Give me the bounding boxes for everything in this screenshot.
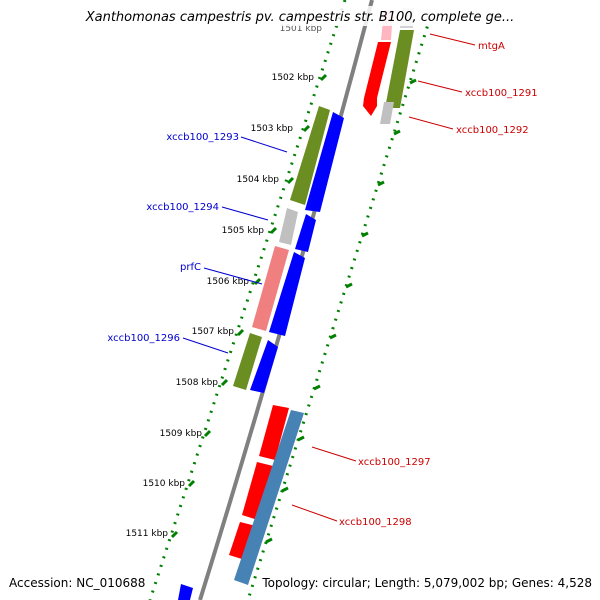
gene-bottom-fwd[interactable]: [178, 584, 193, 600]
gene-xccb100-1294[interactable]: [279, 208, 298, 245]
gene-label[interactable]: xccb100_1294: [146, 202, 219, 213]
gene-prfc[interactable]: [252, 246, 289, 331]
tick-label: 1507 kbp: [192, 327, 235, 337]
gene-label[interactable]: mtgA: [478, 41, 505, 52]
gene-xccb100-1297b[interactable]: [242, 462, 273, 520]
gene-prfc-fwd[interactable]: [269, 252, 305, 336]
gene-xccb100-1293[interactable]: [290, 106, 330, 205]
leader-xccb100-1297: [311, 446, 357, 462]
label-leaders: [182, 33, 476, 522]
tick-mark: [345, 282, 353, 289]
leader-xccb100-1294: [221, 206, 269, 221]
tick-mark: [319, 73, 328, 82]
gene-xccb100-1298a[interactable]: [229, 522, 256, 560]
gene-label[interactable]: prfC: [180, 262, 201, 273]
gene-label[interactable]: xccb100_1296: [107, 333, 180, 344]
gene-labels-left: xccb100_1293 xccb100_1294 prfC xccb100_1…: [107, 132, 239, 344]
tick-mark: [297, 435, 305, 442]
tick-labels: 1501 kbp 1502 kbp 1503 kbp 1504 kbp 1505…: [126, 24, 323, 539]
tick-mark: [361, 231, 369, 238]
gene-xccb100-1297[interactable]: [259, 405, 289, 460]
tick-mark: [302, 124, 311, 133]
tick-mark: [286, 176, 295, 185]
leader-xccb100-1292: [408, 116, 454, 130]
gene-label[interactable]: xccb100_1293: [166, 132, 239, 143]
footer-left-backdrop: [6, 573, 146, 591]
outer-tick-ring: [246, 17, 432, 600]
gene-xccb100-1298[interactable]: [234, 410, 304, 585]
tick-label: 1501 kbp: [280, 24, 323, 34]
leader-xccb100-1298: [291, 504, 338, 522]
inner-tick-ring: [148, 0, 347, 600]
tick-mark: [377, 180, 385, 187]
tick-mark: [393, 129, 401, 136]
tick-label: 1508 kbp: [176, 378, 219, 388]
accession-label: Accession: NC_010688: [9, 576, 145, 590]
tick-mark: [187, 479, 196, 488]
tick-mark: [220, 378, 229, 387]
tick-mark: [329, 333, 337, 340]
gene-xccb100-1296[interactable]: [233, 333, 262, 390]
leader-xccb100-1291: [417, 80, 463, 93]
tick-label: 1505 kbp: [222, 226, 265, 236]
gene-labels-right: mtgA xccb100_1291 xccb100_1292 xccb100_1…: [339, 41, 538, 528]
footer-right-backdrop: [258, 573, 596, 591]
tick-label: 1509 kbp: [160, 429, 203, 439]
tick-mark: [313, 384, 321, 391]
gene-xccb100-1296-fwd[interactable]: [250, 340, 278, 393]
tick-label: 1504 kbp: [237, 175, 280, 185]
tick-mark: [409, 78, 417, 85]
tick-mark: [269, 226, 278, 235]
gene-cog-green-top[interactable]: [385, 30, 414, 108]
gene-xccb100-1294-fwd[interactable]: [295, 214, 316, 252]
tick-label: 1502 kbp: [272, 73, 315, 83]
gene-track-right: [229, 8, 414, 585]
map-title: Xanthomonas campestris pv. campestris st…: [85, 10, 515, 25]
tick-label: 1506 kbp: [207, 277, 250, 287]
tick-mark: [253, 277, 262, 286]
gene-track-left: [178, 106, 344, 600]
tick-label: 1511 kbp: [126, 529, 169, 539]
gene-label[interactable]: xccb100_1298: [339, 517, 412, 528]
leader-mtga: [429, 33, 476, 46]
gene-label[interactable]: xccb100_1291: [465, 88, 538, 99]
tick-mark: [236, 328, 245, 337]
tick-mark: [203, 429, 212, 438]
leader-prfc: [203, 267, 263, 285]
tick-mark: [170, 530, 179, 539]
gene-mtga[interactable]: [363, 42, 391, 116]
tick-label: 1510 kbp: [143, 479, 186, 489]
leader-xccb100-1296: [182, 337, 229, 354]
gene-xccb100-1293-fwd[interactable]: [305, 112, 344, 212]
tick-marks: [170, 73, 417, 544]
tick-mark: [281, 486, 289, 493]
title-backdrop: [60, 6, 540, 26]
gene-label[interactable]: xccb100_1292: [456, 125, 529, 136]
gene-label[interactable]: xccb100_1297: [358, 457, 431, 468]
gene-xccb100-1292[interactable]: [380, 102, 394, 124]
tick-mark: [265, 537, 273, 544]
tick-label: 1503 kbp: [251, 124, 294, 134]
leader-xccb100-1293: [240, 136, 288, 153]
topology-label: Topology: circular; Length: 5,079,002 bp…: [261, 576, 592, 590]
